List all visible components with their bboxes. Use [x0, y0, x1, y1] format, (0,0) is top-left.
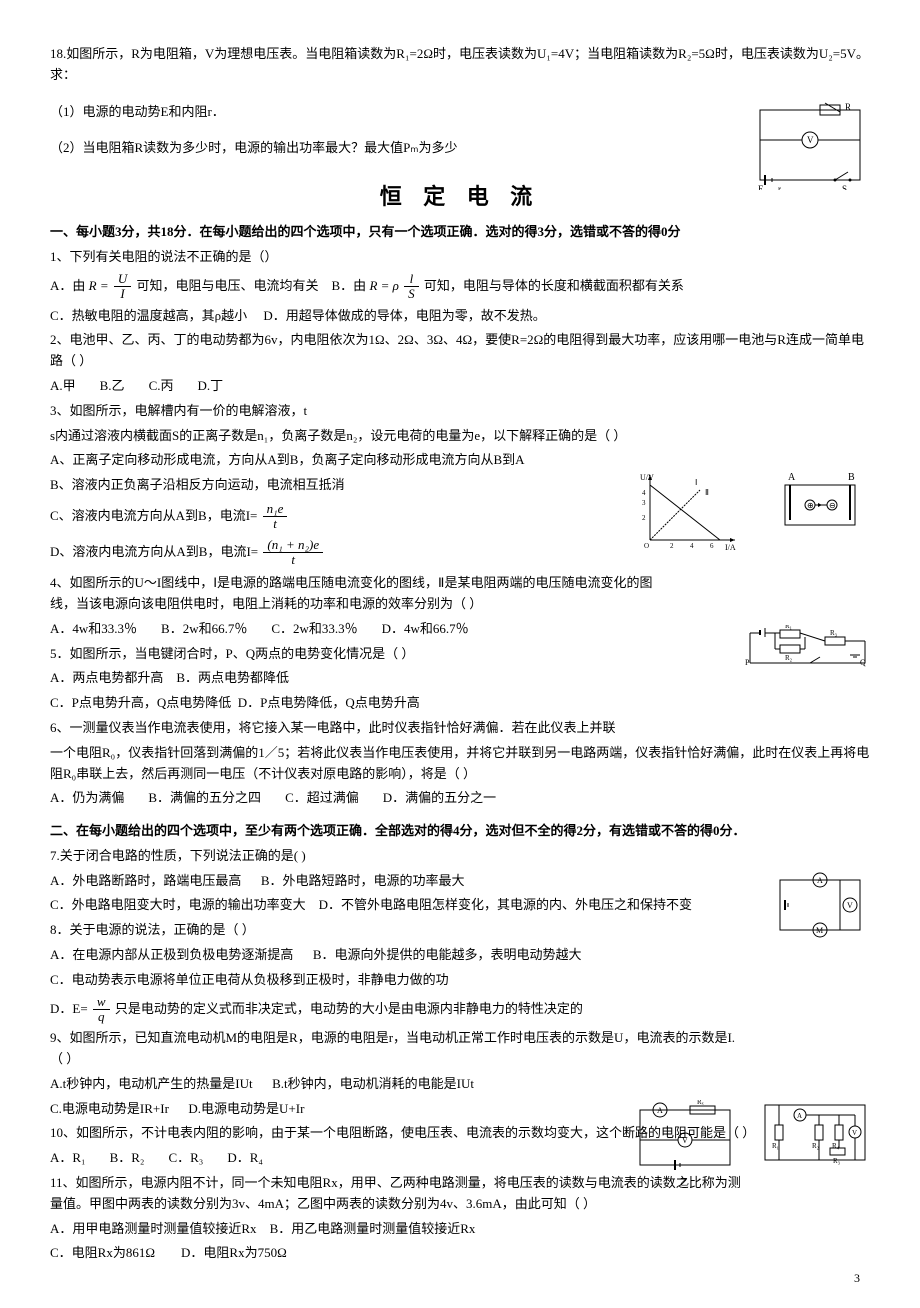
svg-text:R₂: R₂ [785, 654, 793, 662]
q7-ab: A．外电路断路时，路端电压最高 B．外电路短路时，电源的功率最大 [50, 871, 870, 892]
svg-text:V: V [852, 1129, 857, 1137]
svg-text:R₁: R₁ [772, 1142, 779, 1150]
svg-text:A: A [657, 1106, 663, 1115]
q9-ab: A.t秒钟内，电动机产生的热量是IUt B.t秒钟内，电动机消耗的电能是IUt [50, 1074, 870, 1095]
q11-cd: C．电阻Rx为861Ω D．电阻Rx为750Ω [50, 1243, 870, 1264]
fig-q11-circuit-yi: A Rₓ V 乙 [630, 1100, 740, 1190]
svg-text:Ⅰ: Ⅰ [695, 478, 697, 487]
svg-text:乙: 乙 [680, 1177, 689, 1187]
q8-c: C．电动势表示电源将单位正电荷从负极移到正极时，非静电力做的功 [50, 970, 870, 991]
q7-stem: 7.关于闭合电路的性质，下列说法正确的是( ) [50, 846, 870, 867]
svg-text:⊖: ⊖ [829, 501, 836, 510]
svg-text:r: r [778, 184, 781, 190]
svg-text:V: V [682, 1136, 688, 1145]
q3-d: D、溶液内电流方向从A到B，电流I= (n₁ + n₂)et [50, 538, 870, 568]
main-title: 恒 定 电 流 [50, 179, 870, 214]
svg-text:E: E [758, 184, 764, 190]
svg-text:P: P [745, 658, 750, 667]
q11-ab: A．用甲电路测量时测量值较接近Rx B．用乙电路测量时测量值较接近Rx [50, 1219, 870, 1240]
svg-text:R₁: R₁ [785, 625, 792, 630]
svg-text:Rₓ: Rₓ [697, 1100, 705, 1106]
q6-stem2: 一个电阻R₀，仪表指针回落到满偏的1／5；若将此仪表当作电压表使用，并将它并联到… [50, 743, 870, 785]
section-b-header: 二、在每小题给出的四个选项中，至少有两个选项正确．全部选对的得4分，选对但不全的… [50, 821, 870, 842]
svg-text:R₃: R₃ [830, 629, 838, 637]
q9-stem: 9、如图所示，已知直流电动机M的电阻是R，电源的电阻是r，当电动机正常工作时电压… [50, 1028, 740, 1070]
fig-q5-circuit: R₁ R₂ R₃ P Q [740, 625, 870, 675]
q2-stem: 2、电池甲、乙、丙、丁的电动势都为6v，内电阻依次为1Ω、2Ω、3Ω、4Ω，要使… [50, 330, 870, 372]
svg-text:M: M [816, 926, 823, 935]
svg-text:O: O [644, 542, 649, 550]
q2-options: A.甲B.乙C.丙D.丁 [50, 376, 870, 397]
svg-text:A: A [788, 472, 796, 483]
q1-ab: A．由 R = UI 可知，电阻与电压、电流均有关 B．由 R = ρ lS 可… [50, 272, 870, 302]
q5-cd: C．P点电势升高，Q点电势降低 D．P点电势降低，Q点电势升高 [50, 693, 870, 714]
page-number: 3 [854, 1269, 860, 1288]
q6-options: A．仍为满偏B．满偏的五分之四C．超过满偏D．满偏的五分之一 [50, 788, 870, 809]
svg-text:2: 2 [670, 542, 674, 550]
svg-text:R: R [845, 102, 851, 112]
q7-cd: C．外电路电阻变大时，电源的输出功率变大 D．不管外电路电阻怎样变化，其电源的内… [50, 895, 870, 916]
svg-text:3: 3 [642, 499, 646, 507]
q10-options: A．R₁B．R₂C．R₃D．R₄ [50, 1148, 870, 1169]
q1-stem: 1、下列有关电阻的说法不正确的是（） [50, 247, 870, 268]
svg-text:A: A [817, 876, 823, 885]
q18-stem: 18.如图所示，R为电阻箱，V为理想电压表。当电阻箱读数为R₁=2Ω时，电压表读… [50, 44, 870, 86]
fig-q18-circuit: R V E r S [750, 100, 870, 190]
section-a-header: 一、每小题3分，共18分．在每小题给出的四个选项中，只有一个选项正确．选对的得3… [50, 222, 870, 243]
q1-cd: C．热敏电阻的温度越高，其ρ越小 D．用超导体做成的导体，电阻为零，故不发热。 [50, 306, 870, 327]
svg-text:U/V: U/V [640, 473, 654, 482]
q3-stem2: s内通过溶液内横截面S的正离子数是n₁，负离子数是n₂，设元电荷的电量为e，以下… [50, 426, 870, 447]
svg-text:B: B [848, 472, 855, 483]
q4-stem: 4、如图所示的U～I图线中，Ⅰ是电源的路端电压随电流变化的图线，Ⅱ是某电阻两端的… [50, 573, 670, 615]
fig-q3-electrolysis: A B ⊕ ⊖ [770, 470, 870, 540]
q10-stem: 10、如图所示，不计电表内阻的影响，由于某一个电阻断路，使电压表、电流表的示数均… [50, 1123, 870, 1144]
svg-text:A: A [797, 1112, 802, 1120]
fig-q4-graph: U/V I/A Ⅰ Ⅱ 4 3 2 2 4 6 O [640, 470, 740, 550]
svg-text:Ⅱ: Ⅱ [705, 488, 709, 497]
svg-text:S: S [842, 184, 847, 190]
q18-p2: （2）当电阻箱R读数为多少时，电源的输出功率最大？最大值Pₘ为多少 [50, 138, 870, 159]
svg-text:⊕: ⊕ [807, 501, 814, 510]
svg-text:6: 6 [710, 542, 714, 550]
q3-b: B、溶液内正负离子沿相反方向运动，电流相互抵消 [50, 475, 870, 496]
fig-q9-circuit: A V M [770, 870, 870, 940]
q3-stem: 3、如图所示，电解槽内有一价的电解溶液，t [50, 401, 870, 422]
q9-cd: C.电源电动势是IR+Ir D.电源电动势是U+Ir [50, 1099, 870, 1120]
svg-text:4: 4 [690, 542, 694, 550]
svg-text:4: 4 [642, 489, 646, 497]
q6-stem: 6、一测量仪表当作电流表使用，将它接入某一电路中，此时仪表指针恰好满偏．若在此仪… [50, 718, 870, 739]
q3-c: C、溶液内电流方向从A到B，电流I= n₁et [50, 502, 870, 532]
q3-a: A、正离子定向移动形成电流，方向从A到B，负离子定向移动形成电流方向从B到A [50, 450, 870, 471]
svg-text:V: V [847, 901, 853, 910]
svg-text:I/A: I/A [725, 543, 736, 550]
fig-q10-circuit: R₁ A R₂ R₄ V R₃ [760, 1100, 870, 1170]
q18-p1: （1）电源的电动势E和内阻r． [50, 102, 870, 123]
q8-d: D．E= wq 只是电动势的定义式而非决定式，电动势的大小是由电源内非静电力的特… [50, 995, 870, 1025]
svg-text:R₃: R₃ [833, 1157, 841, 1165]
svg-text:2: 2 [642, 514, 646, 522]
q8-stem: 8．关于电源的说法，正确的是（ ） [50, 920, 870, 941]
q8-ab: A．在电源内部从正极到负极电势逐渐提高 B．电源向外提供的电能越多，表明电动势越… [50, 945, 870, 966]
svg-text:V: V [807, 135, 814, 145]
